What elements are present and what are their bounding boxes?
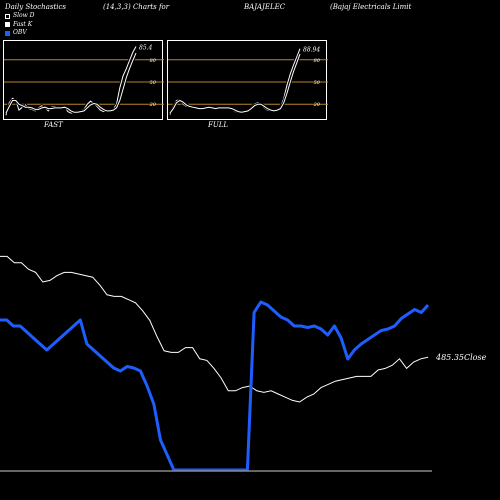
fast-level-label-80: 80	[150, 58, 157, 64]
full-level-label-20: 20	[313, 102, 321, 108]
legend-item-fast-k: Fast K	[5, 21, 35, 30]
legend-swatch-fast-k	[5, 22, 10, 28]
fast-panel-label: FAST	[44, 121, 63, 129]
legend-label-slow-d: Slow D	[13, 12, 35, 19]
legend-label-obv: OBV	[13, 29, 27, 36]
fast-last-value-label: 85.4	[139, 44, 153, 51]
legend-swatch-slow-d	[5, 13, 10, 19]
chart-company: (Bajaj Electricals Limit	[330, 3, 412, 11]
legend-swatch-obv	[5, 30, 10, 36]
fast-level-label-20: 20	[149, 102, 157, 108]
fast-series-slow-d	[5, 52, 137, 114]
full-level-label-80: 80	[314, 58, 321, 64]
full-level-label-50: 50	[314, 80, 321, 86]
full-series-slow-d	[169, 53, 301, 114]
full-stochastic-panel: 80 50 20 88.94	[167, 40, 328, 120]
legend-item-obv: OBV	[5, 29, 35, 38]
fast-level-label-50: 50	[150, 80, 157, 86]
chart-params: (14,3,3) Charts for	[103, 3, 170, 11]
fast-stochastic-chart: 80 50 20 85.4	[4, 44, 164, 116]
legend: Slow D Fast K OBV	[5, 12, 35, 38]
chart-title: Daily Stochastics	[5, 3, 67, 11]
full-stochastic-chart: 80 50 20 88.94	[168, 47, 328, 116]
full-last-value-label: 88.94	[303, 47, 320, 54]
close-price-line	[0, 255, 429, 403]
chart-symbol: BAJAJELEC	[244, 3, 286, 11]
legend-label-fast-k: Fast K	[13, 20, 33, 28]
legend-item-slow-d: Slow D	[5, 12, 35, 21]
obv-line	[0, 300, 430, 472]
full-panel-label: FULL	[208, 121, 229, 129]
close-price-label: 485.35Close	[435, 353, 487, 362]
fast-stochastic-panel: 80 50 20 85.4	[3, 40, 164, 120]
